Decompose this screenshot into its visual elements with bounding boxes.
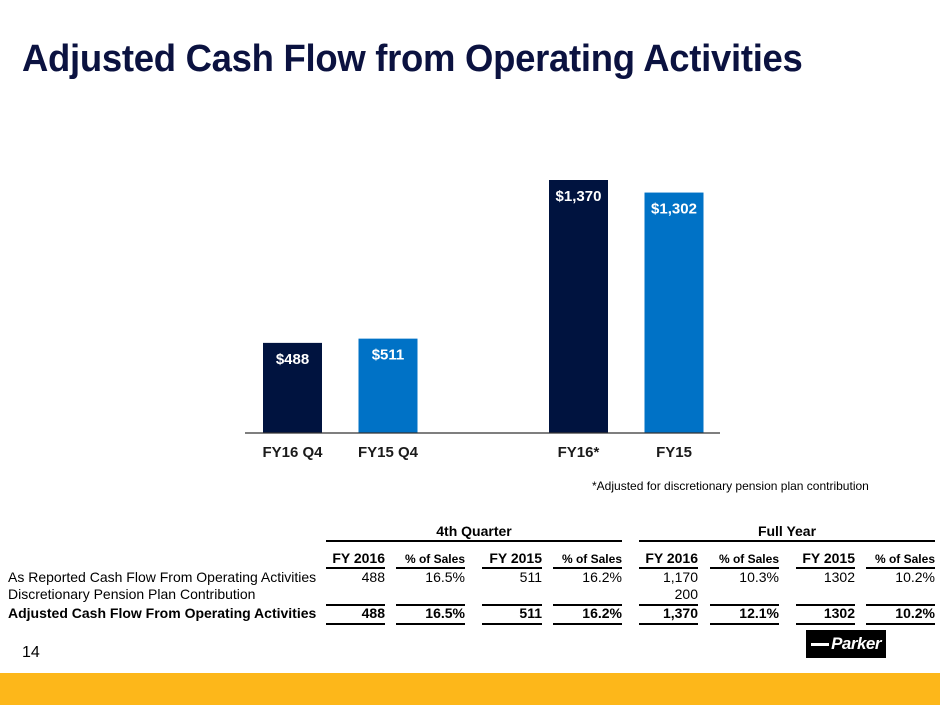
x-tick-label: FY16 Q4 (262, 444, 323, 461)
column-rule (710, 604, 779, 606)
column-rule (326, 623, 385, 625)
table-cell: 488 (361, 569, 385, 585)
column-rule (553, 623, 622, 625)
parker-logo: Parker (806, 630, 886, 658)
bar-fy16-q4 (263, 342, 322, 433)
column-rule (396, 623, 465, 625)
column-rule (796, 604, 855, 606)
column-rule (639, 604, 698, 606)
bar-data-label: $511 (372, 347, 405, 364)
table-cell: 1302 (823, 605, 855, 621)
table-cell: 16.2% (582, 569, 622, 585)
column-rule (553, 604, 622, 606)
row-label: Adjusted Cash Flow From Operating Activi… (8, 605, 317, 621)
column-rule (553, 567, 622, 569)
table-cell: 12.1% (739, 605, 779, 621)
bar-data-label: $1,370 (556, 188, 602, 205)
column-rule (866, 604, 935, 606)
logo-dash-icon (811, 642, 830, 646)
row-label: As Reported Cash Flow From Operating Act… (8, 569, 317, 585)
footer-band (0, 673, 940, 705)
table-cell: 511 (519, 605, 542, 621)
bar-data-label: $1,302 (651, 201, 697, 218)
column-header: FY 2016 (332, 550, 385, 566)
x-tick-label: FY15 Q4 (358, 444, 419, 461)
group-header-full-year: Full Year (757, 523, 817, 539)
column-rule (326, 604, 385, 606)
group-underline (639, 540, 935, 542)
bar-fy15-q4 (358, 338, 418, 433)
column-rule (710, 567, 779, 569)
column-rule (482, 567, 542, 569)
table-cell: 10.2% (895, 569, 935, 585)
x-tick-label: FY16* (558, 444, 600, 461)
column-header: FY 2015 (489, 550, 542, 566)
bar-fy16 (549, 180, 608, 433)
x-tick-label: FY15 (656, 444, 692, 461)
column-rule (796, 567, 855, 569)
column-header: FY 2016 (645, 550, 698, 566)
column-header: % of Sales (404, 552, 465, 566)
table-cell: 511 (519, 569, 542, 585)
column-rule (396, 604, 465, 606)
table-cell: 488 (361, 605, 385, 621)
table-cell: 16.2% (582, 605, 622, 621)
table-cell: 1,370 (662, 605, 698, 621)
column-header: % of Sales (718, 552, 779, 566)
column-rule (866, 623, 935, 625)
page-number: 14 (22, 644, 40, 661)
column-rule (710, 623, 779, 625)
bar-chart: $488 FY16 Q4 $511 FY15 Q4 $1,370 FY16* $1,302 F… (245, 180, 720, 461)
column-rule (639, 623, 698, 625)
column-rule (639, 567, 698, 569)
table-cell: 10.2% (895, 605, 935, 621)
column-rule (866, 567, 935, 569)
table-cell: 16.5% (425, 569, 465, 585)
table-cell: 16.5% (425, 605, 465, 621)
table-cell: 1,170 (662, 569, 698, 585)
column-rule (482, 623, 542, 625)
column-header: FY 2015 (802, 550, 855, 566)
table-cell: 10.3% (739, 569, 779, 585)
bar-fy15 (644, 192, 704, 433)
chart-footnote: *Adjusted for discretionary pension plan… (592, 479, 869, 493)
column-rule (482, 604, 542, 606)
slide-title: Adjusted Cash Flow from Operating Activi… (22, 38, 803, 80)
group-header-4th-quarter: 4th Quarter (436, 523, 512, 539)
row-label: Discretionary Pension Plan Contribution (8, 586, 256, 602)
column-header: % of Sales (874, 552, 935, 566)
table-cell: 1302 (823, 569, 855, 585)
bar-data-label: $488 (276, 351, 309, 368)
column-rule (396, 567, 465, 569)
logo-text: Parker (831, 634, 881, 653)
group-underline (326, 540, 622, 542)
table-cell: 200 (674, 586, 698, 602)
column-header: % of Sales (561, 552, 622, 566)
column-rule (326, 567, 385, 569)
column-rule (796, 623, 855, 625)
